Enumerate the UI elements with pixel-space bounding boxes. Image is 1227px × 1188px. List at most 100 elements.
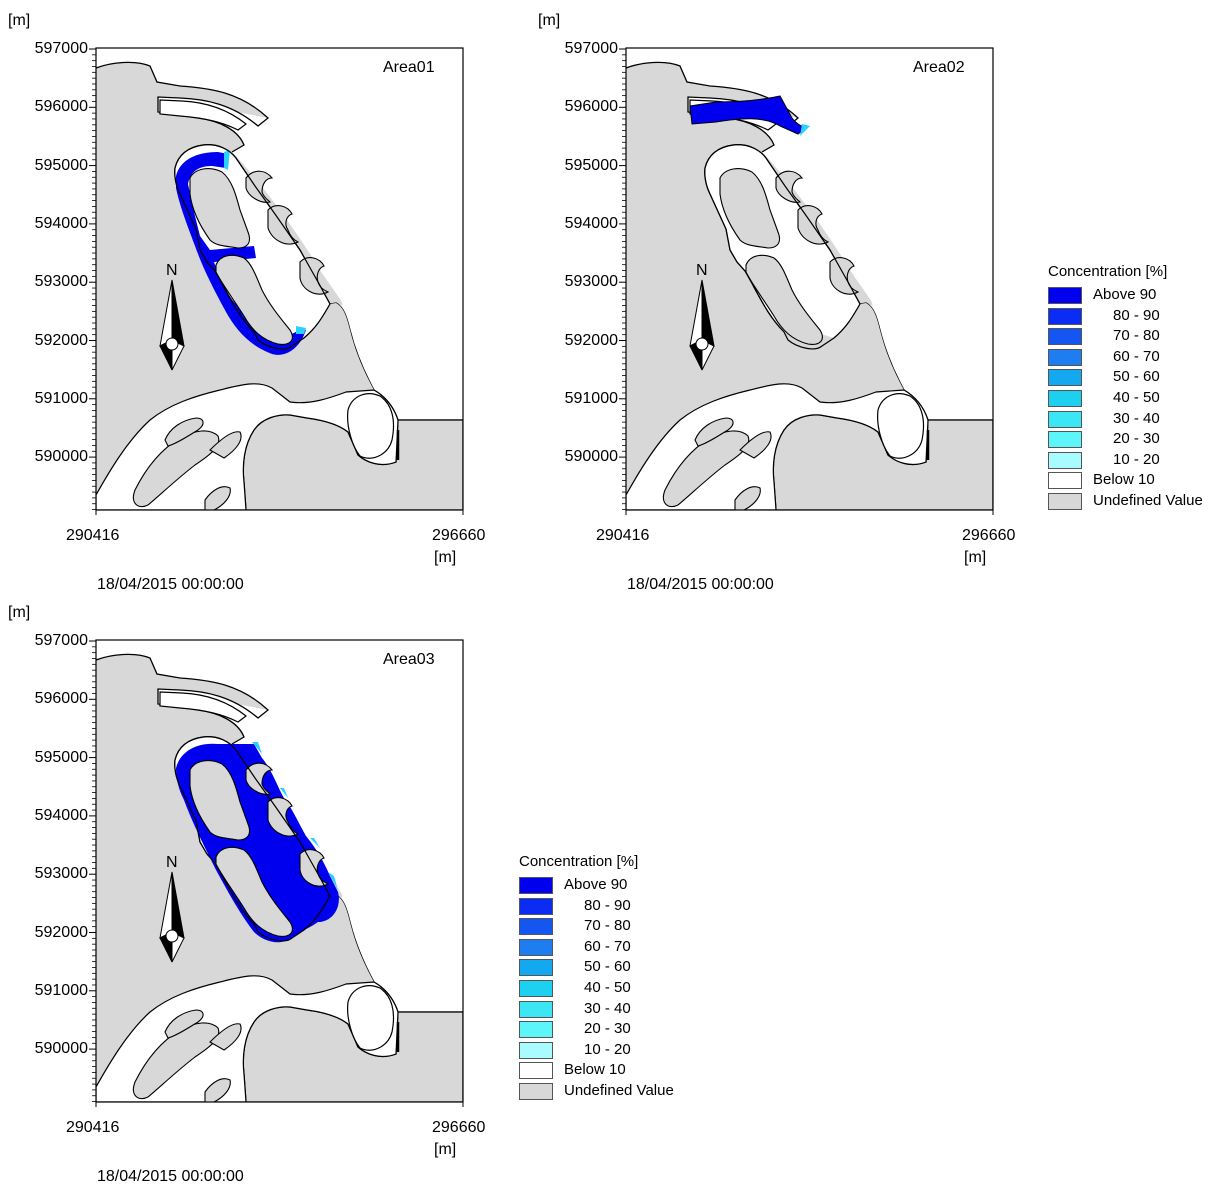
legend-label: 70 - 80	[1113, 327, 1160, 345]
legend-label: 80 - 90	[584, 896, 631, 914]
legend-swatch	[519, 938, 553, 956]
legend-item: 80 - 90	[519, 896, 719, 916]
legend-item: 30 - 40	[519, 999, 719, 1019]
legend-item: Undefined Value	[519, 1081, 719, 1101]
legend-swatch	[519, 959, 553, 977]
island-3	[245, 170, 274, 203]
legend-label: 50 - 60	[1113, 368, 1160, 386]
y-tick-label: 594000	[564, 214, 618, 232]
legend-swatch	[1048, 307, 1082, 325]
y-tick-label: 593000	[564, 273, 618, 291]
area-label: Area03	[383, 651, 435, 668]
legend-label: 60 - 70	[584, 937, 631, 955]
y-tick-label: 594000	[34, 806, 88, 824]
x-axis-unit: [m]	[434, 549, 457, 566]
x-min-label: 290416	[66, 1119, 120, 1136]
legend-swatch	[519, 918, 553, 936]
timestamp: 18/04/2015 00:00:00	[97, 1168, 244, 1185]
x-axis-unit: [m]	[434, 1141, 457, 1158]
legend-item: 40 - 50	[519, 978, 719, 998]
north-label: N	[166, 262, 178, 279]
y-tick-label: 596000	[34, 98, 88, 116]
y-tick-label: 592000	[34, 923, 88, 941]
legend-label: 40 - 50	[1113, 389, 1160, 406]
legend-swatch	[1048, 431, 1082, 449]
y-tick-label: 591000	[564, 389, 618, 407]
legend-label: Undefined Value	[1093, 492, 1203, 509]
map-panel-area01: [m] 597000 596000 595000 594000 593000 592000 5…	[0, 0, 520, 593]
x-max-label: 296660	[432, 527, 486, 544]
legend-label: Below 10	[564, 1061, 626, 1079]
concentration-legend-top: Concentration [%] Above 90 80 - 90 70 - 80 6…	[1048, 263, 1226, 513]
legend-label: 60 - 70	[1113, 347, 1160, 365]
legend-swatch	[1048, 493, 1082, 510]
legend-label: Undefined Value	[564, 1082, 674, 1099]
map-panel-area02: [m] 597000 596000 595000 594000 593000 592000 5…	[530, 0, 1050, 593]
legend-item: 10 - 20	[519, 1040, 719, 1060]
legend-label: 50 - 60	[584, 958, 631, 976]
legend-item: 20 - 30	[519, 1019, 719, 1039]
legend-item: 60 - 70	[1048, 347, 1226, 367]
legend-label: 30 - 40	[1113, 409, 1160, 427]
y-tick-label: 597000	[34, 40, 88, 57]
legend-swatch	[519, 1083, 553, 1100]
timestamp: 18/04/2015 00:00:00	[97, 576, 244, 593]
y-tick-label: 593000	[34, 273, 88, 291]
x-min-label: 290416	[596, 527, 650, 544]
legend-item: 70 - 80	[519, 916, 719, 936]
legend-item: 30 - 40	[1048, 409, 1226, 429]
legend-item: 70 - 80	[1048, 326, 1226, 346]
legend-swatch	[519, 1021, 553, 1039]
north-arrow-icon	[159, 279, 185, 371]
area-label: Area02	[913, 59, 965, 76]
y-tick-label: 597000	[564, 40, 618, 57]
legend-swatch	[519, 980, 553, 997]
legend-swatch	[519, 897, 553, 915]
north-label: N	[166, 854, 178, 871]
legend-swatch	[1048, 328, 1082, 346]
legend-label: Below 10	[1093, 471, 1155, 489]
y-tick-label: 590000	[564, 448, 618, 466]
legend-item: Below 10	[519, 1060, 719, 1080]
area-label: Area01	[383, 59, 435, 76]
timestamp: 18/04/2015 00:00:00	[627, 576, 774, 593]
north-arrow-icon	[159, 871, 185, 963]
legend-label: Above 90	[564, 876, 628, 893]
y-tick-label: 590000	[34, 1040, 88, 1058]
north-arrow-icon	[689, 279, 715, 371]
x-max-label: 296660	[432, 1119, 486, 1136]
x-min-label: 290416	[66, 527, 120, 544]
y-tick-label: 591000	[34, 389, 88, 407]
y-tick-label: 592000	[564, 331, 618, 349]
legend-swatch	[519, 1000, 553, 1018]
legend-label: 40 - 50	[584, 979, 631, 996]
legend-label: Above 90	[1093, 286, 1157, 303]
legend-item: 80 - 90	[1048, 306, 1226, 326]
y-tick-label: 591000	[34, 981, 88, 999]
legend-title: Concentration [%]	[1048, 263, 1168, 280]
legend-item: 40 - 50	[1048, 388, 1226, 408]
legend-swatch	[519, 877, 553, 894]
legend-swatch	[1048, 287, 1082, 304]
x-axis-unit: [m]	[964, 549, 987, 566]
y-tick-label: 595000	[564, 156, 618, 174]
legend-label: 20 - 30	[584, 1020, 631, 1038]
plot-frame	[95, 639, 464, 1103]
north-label: N	[696, 262, 708, 279]
map-plot	[89, 639, 464, 1107]
y-axis-unit: [m]	[538, 12, 561, 29]
island-2	[215, 254, 293, 345]
legend-item: Above 90	[519, 875, 719, 895]
legend-title: Concentration [%]	[519, 853, 639, 870]
legend-label: 10 - 20	[584, 1040, 631, 1058]
y-tick-label: 594000	[34, 214, 88, 232]
island-1	[189, 760, 251, 841]
y-tick-label: 595000	[34, 156, 88, 174]
island-1	[719, 168, 781, 249]
legend-swatch	[1048, 348, 1082, 366]
plot-frame	[625, 47, 994, 511]
legend-swatch	[519, 1062, 553, 1080]
island-3	[245, 762, 274, 795]
legend-swatch	[519, 1041, 553, 1059]
concentration-legend-bottom: Concentration [%] Above 90 80 - 90 70 - 80 6…	[519, 853, 719, 1103]
